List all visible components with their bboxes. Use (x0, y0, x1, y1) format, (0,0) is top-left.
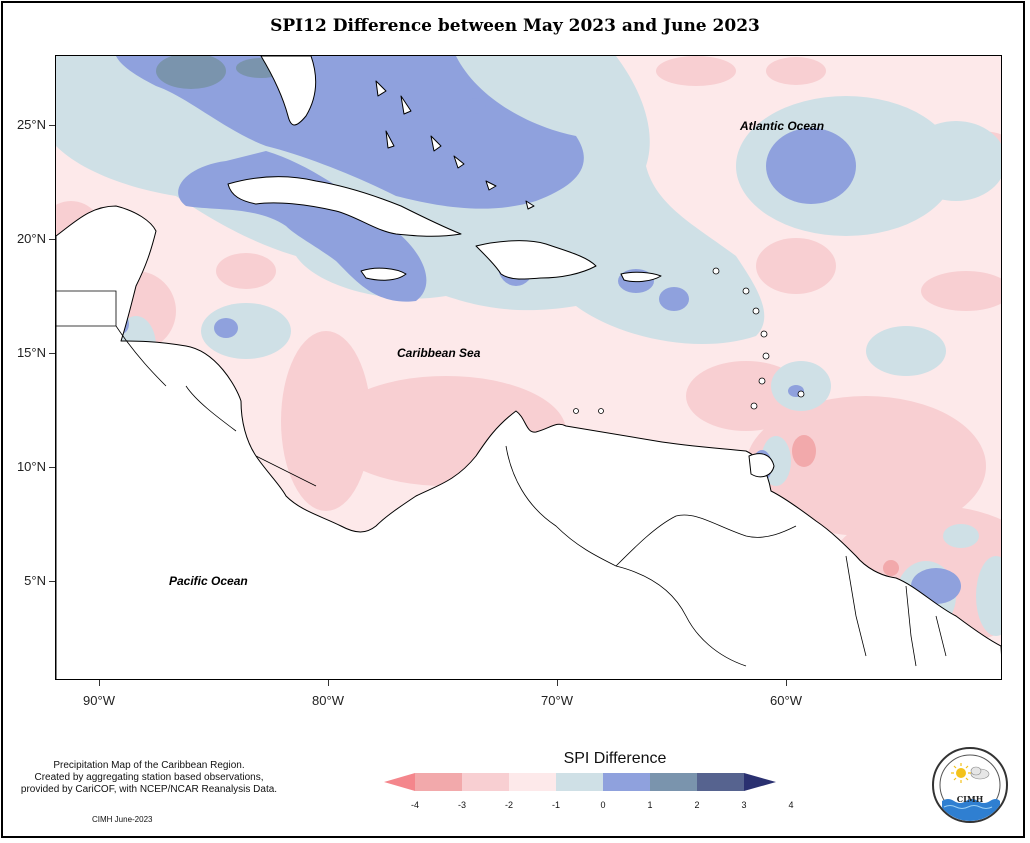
spi-map (55, 55, 1002, 680)
x-tickmark (786, 680, 787, 686)
color-legend (384, 773, 776, 791)
logo-text: CIMH (956, 794, 984, 804)
legend-tick-label: -4 (410, 800, 419, 810)
y-tick-label: 20°N (16, 231, 46, 246)
y-tickmark (49, 581, 55, 582)
legend-swatch (603, 773, 650, 791)
y-tickmark (49, 125, 55, 126)
sun-icon (951, 763, 971, 783)
y-tick-label: 10°N (16, 459, 46, 474)
x-tickmark (557, 680, 558, 686)
legend-swatch (556, 773, 603, 791)
logo-graphic (939, 754, 1001, 821)
cimh-logo: CIMH (932, 747, 1008, 823)
x-tickmark (328, 680, 329, 686)
description-line: Precipitation Map of the Caribbean Regio… (53, 760, 245, 771)
y-tickmark (49, 467, 55, 468)
map-title: SPI12 Difference between May 2023 and Ju… (270, 16, 760, 36)
y-tickmark (49, 239, 55, 240)
strong-dry-patches (792, 435, 899, 576)
spi-map-canvas (56, 56, 1001, 679)
credit-line: CIMH June-2023 (92, 815, 153, 824)
legend-swatch (415, 773, 462, 791)
lesser-antilles (573, 267, 805, 414)
x-tickmark (99, 680, 100, 686)
y-tick-label: 15°N (16, 345, 46, 360)
cloud-icon (970, 766, 990, 780)
map-description: Precipitation Map of the Caribbean Regio… (4, 760, 294, 796)
legend-tick-label: 3 (741, 800, 747, 810)
y-tick-label: 5°N (24, 573, 46, 588)
legend-tick-label: 0 (600, 800, 606, 810)
legend-swatch (509, 773, 556, 791)
caribbean-sea-label: Caribbean Sea (397, 346, 481, 360)
pacific-ocean-label: Pacific Ocean (169, 574, 248, 588)
water-waves-icon (942, 799, 1000, 821)
legend-tick-label: -3 (457, 800, 466, 810)
legend-swatch (697, 773, 744, 791)
description-line: Created by aggregating station based obs… (34, 772, 264, 783)
legend-title: SPI Difference (563, 750, 667, 767)
legend-swatch (462, 773, 509, 791)
x-tick-label: 90°W (83, 693, 115, 708)
x-tick-label: 60°W (770, 693, 802, 708)
atlantic-ocean-label: Atlantic Ocean (740, 119, 825, 133)
legend-tick-label: 4 (788, 800, 794, 810)
x-tick-label: 80°W (312, 693, 344, 708)
y-tick-label: 25°N (16, 117, 46, 132)
x-tick-label: 70°W (541, 693, 573, 708)
legend-tick-label: -1 (551, 800, 560, 810)
legend-arrow-high (744, 773, 776, 791)
legend-tick-label: 2 (694, 800, 700, 810)
legend-swatch (650, 773, 697, 791)
legend-tick-label: 1 (647, 800, 653, 810)
y-tickmark (49, 353, 55, 354)
description-line: provided by CariCOF, with NCEP/NCAR Rean… (20, 784, 278, 795)
country-borders (56, 290, 947, 667)
land-masses (56, 56, 1001, 679)
legend-arrow-low (384, 773, 415, 791)
legend-tick-label: -2 (504, 800, 513, 810)
